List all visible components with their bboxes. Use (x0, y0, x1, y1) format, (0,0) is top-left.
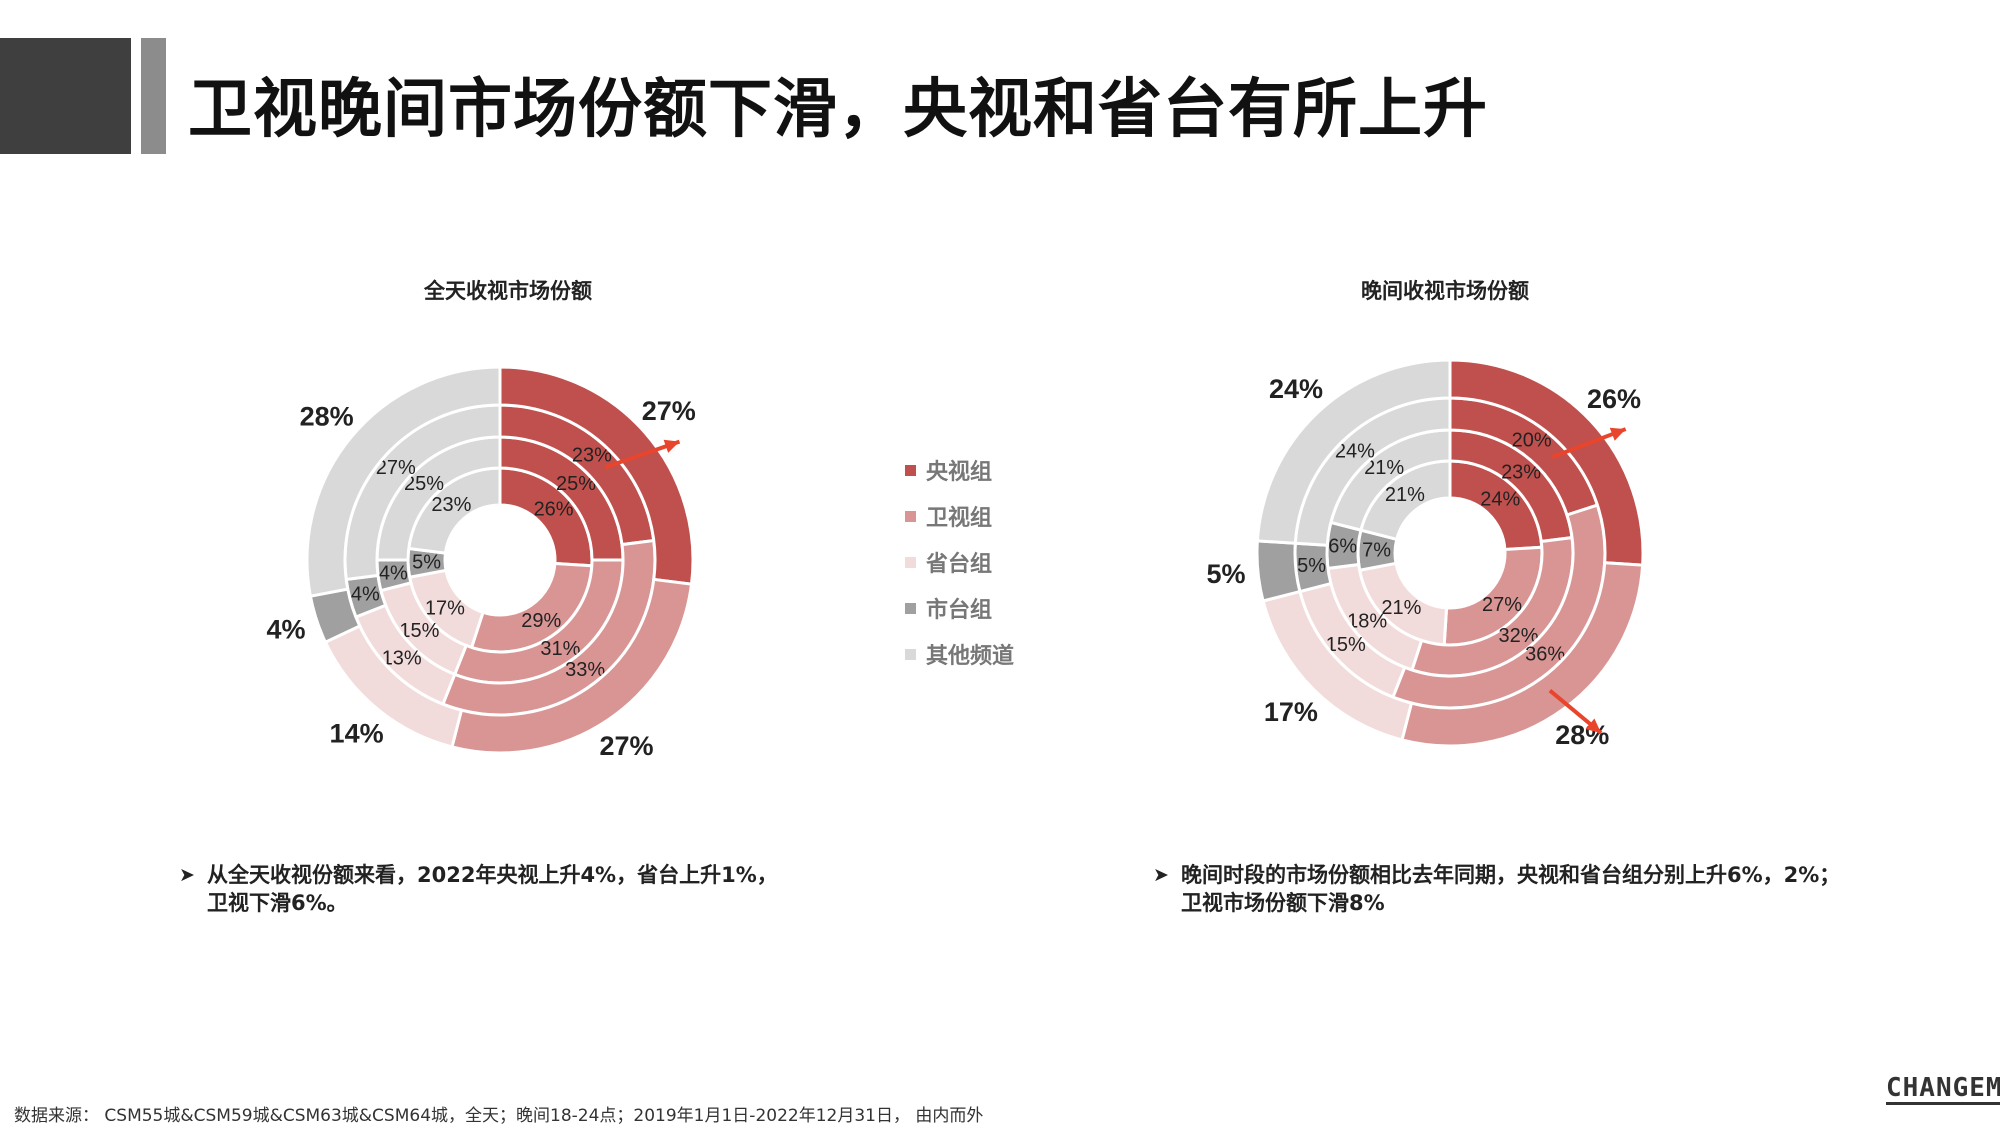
data-label: 23% (431, 494, 471, 516)
data-label: 27% (1482, 594, 1522, 616)
legend-item-other: 其他频道 (905, 631, 1014, 677)
data-label: 24% (1480, 488, 1520, 510)
donut-chart-evening: 24% 27% 21% 7% 21% 23% 32% 18% 6% 21% 20% 36% 15% 5% 2… (1206, 358, 1645, 750)
data-label: 15% (1326, 634, 1366, 656)
data-label: 23% (1501, 461, 1541, 483)
page-title: 卫视晚间市场份额下滑，央视和省台有所上升 (188, 73, 1488, 147)
legend-label: 央视组 (926, 460, 993, 485)
data-label: 33% (565, 659, 605, 681)
data-label: 26% (1587, 384, 1641, 414)
legend-swatch (905, 602, 916, 614)
data-label: 27% (642, 396, 696, 426)
donut-segment (1255, 539, 1302, 603)
data-source-footer: 数据来源： CSM55城&CSM59城&CSM63城&CSM64城，全天；晚间1… (14, 1106, 984, 1126)
header-dark-block (0, 38, 131, 154)
legend-item-satellite: 卫视组 (905, 493, 1014, 539)
data-label: 27% (376, 457, 416, 479)
legend-swatch (905, 648, 916, 660)
data-label: 25% (404, 473, 444, 495)
legend-swatch (905, 556, 916, 568)
note-line: 晚间时段的市场份额相比去年同期，央视和省台组分别上升6%，2%； (1181, 863, 1841, 887)
data-label: 6% (1328, 535, 1357, 557)
chart-title-evening: 晚间收视市场份额 (1361, 279, 1529, 303)
brand-logo: CHANGEMO (1886, 1074, 2000, 1105)
data-label: 17% (1264, 697, 1318, 727)
data-label: 29% (521, 610, 561, 632)
legend-item-provincial: 省台组 (905, 539, 1014, 585)
data-label: 26% (534, 499, 574, 521)
note-allday: ➤ 从全天收视份额来看，2022年央视上升4%，省台上升1%， 卫视下滑6%。 (179, 861, 778, 917)
data-label: 24% (1269, 374, 1323, 404)
note-line: 从全天收视份额来看，2022年央视上升4%，省台上升1%， (207, 863, 778, 887)
data-label: 4% (266, 615, 305, 645)
data-label: 36% (1525, 643, 1565, 665)
data-label: 5% (412, 551, 441, 573)
data-label: 21% (1381, 597, 1421, 619)
legend-swatch (905, 510, 916, 522)
legend-label: 卫视组 (926, 506, 993, 531)
note-line: 卫视市场份额下滑8% (1181, 891, 1385, 915)
donut-chart-allday: 26%29%17%5%23%25%31%15%4%25%23%33%13%4%2… (266, 365, 696, 761)
legend-label: 其他频道 (926, 644, 1015, 669)
arrow-head-icon (663, 439, 680, 453)
data-label: 15% (399, 620, 439, 642)
data-label: 14% (330, 718, 384, 748)
data-label: 20% (1512, 430, 1552, 452)
legend-swatch (905, 464, 916, 476)
data-label: 27% (599, 731, 653, 761)
arrow-head-icon (1585, 718, 1602, 734)
legend-item-cctv: 央视组 (905, 447, 1014, 493)
data-label: 18% (1347, 611, 1387, 633)
data-label: 32% (1499, 625, 1539, 647)
data-label: 21% (1385, 484, 1425, 506)
note-evening: ➤ 晚间时段的市场份额相比去年同期，央视和省台组分别上升6%，2%； 卫视市场份… (1153, 861, 1841, 917)
data-label: 31% (540, 638, 580, 660)
note-line: 卫视下滑6%。 (207, 891, 348, 915)
arrow-head-icon (1609, 427, 1626, 441)
data-label: 28% (1555, 720, 1609, 750)
legend-item-city: 市台组 (905, 585, 1014, 631)
donut-segment (305, 365, 502, 598)
legend-label: 市台组 (926, 598, 993, 623)
arrow-bullet-icon: ➤ (1153, 864, 1169, 886)
legend-label: 省台组 (926, 552, 993, 577)
chart-title-allday: 全天收视市场份额 (424, 279, 592, 303)
data-label: 17% (425, 598, 465, 620)
data-label: 5% (1206, 559, 1245, 589)
legend: 央视组 卫视组 省台组 市台组 其他频道 (905, 447, 1014, 677)
data-label: 28% (300, 402, 354, 432)
arrow-bullet-icon: ➤ (179, 864, 195, 886)
data-label: 21% (1364, 457, 1404, 479)
data-label: 23% (572, 445, 612, 467)
data-label: 5% (1297, 555, 1326, 577)
data-label: 24% (1335, 441, 1375, 463)
donut-segment (1255, 358, 1452, 545)
data-label: 13% (382, 647, 422, 669)
header-accent-bar (141, 38, 166, 154)
data-label: 7% (1362, 540, 1391, 562)
data-label: 4% (351, 584, 380, 606)
data-label: 4% (379, 562, 408, 584)
data-label: 25% (556, 473, 596, 495)
